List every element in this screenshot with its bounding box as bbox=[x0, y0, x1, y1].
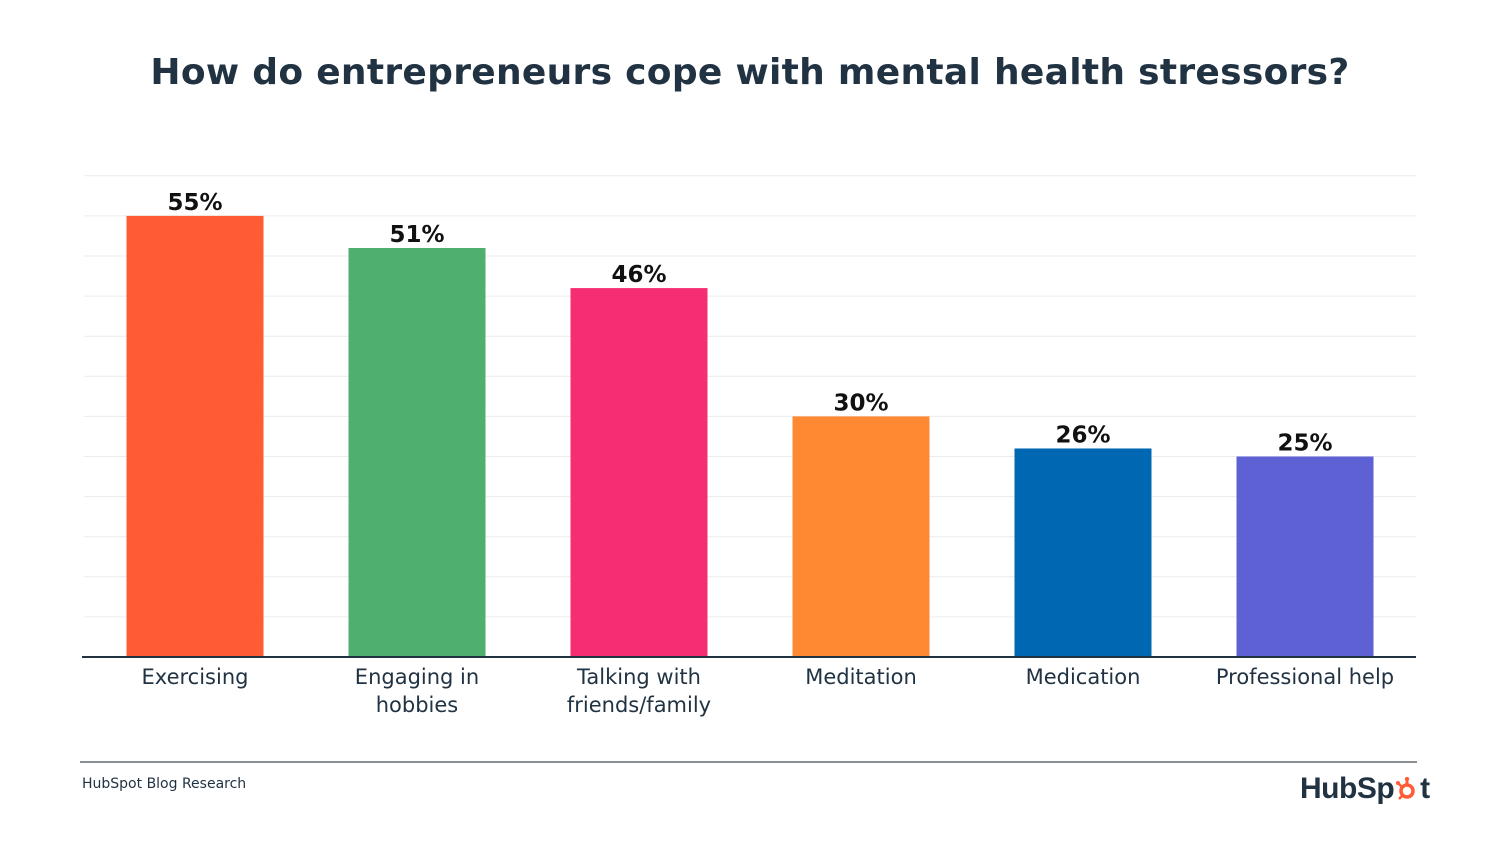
sprocket-icon bbox=[1395, 775, 1419, 800]
data-label: 25% bbox=[1277, 431, 1332, 457]
category-label: friends/family bbox=[567, 693, 711, 717]
bar bbox=[1236, 456, 1374, 657]
data-label: 30% bbox=[833, 390, 888, 416]
data-label: 51% bbox=[389, 222, 444, 248]
bar bbox=[126, 215, 264, 657]
hubspot-logo: HubSp t bbox=[1300, 772, 1430, 806]
category-label: Talking with bbox=[576, 665, 701, 689]
bar-chart: 55% Exercising 51% Engaging in hobbies 46% Tal… bbox=[82, 175, 1416, 717]
logo-text-prefix: HubSp bbox=[1300, 772, 1395, 805]
footer-divider bbox=[80, 761, 1417, 763]
chart-title: How do entrepreneurs cope with mental he… bbox=[150, 52, 1350, 93]
data-label: 26% bbox=[1055, 422, 1110, 448]
bar bbox=[348, 247, 486, 658]
bar bbox=[1014, 448, 1152, 657]
data-label: 55% bbox=[167, 190, 222, 216]
data-label: 46% bbox=[611, 262, 666, 288]
logo-text-suffix: t bbox=[1420, 772, 1430, 805]
bar bbox=[570, 288, 708, 657]
category-label: Professional help bbox=[1216, 665, 1394, 689]
category-label: Exercising bbox=[142, 665, 249, 689]
category-label: hobbies bbox=[376, 693, 459, 717]
source-label: HubSpot Blog Research bbox=[82, 776, 247, 792]
bar bbox=[792, 416, 930, 657]
category-label: Medication bbox=[1026, 665, 1141, 689]
category-label: Meditation bbox=[805, 665, 917, 689]
category-label: Engaging in bbox=[355, 665, 479, 689]
